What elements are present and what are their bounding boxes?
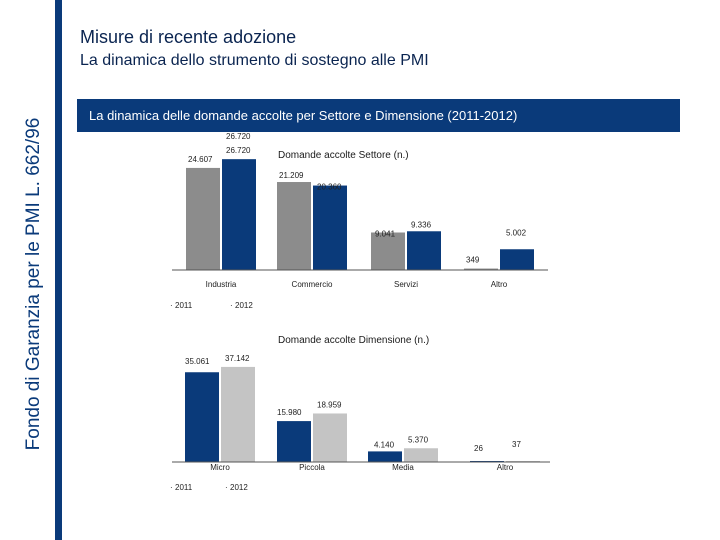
category-label: Micro: [210, 463, 230, 472]
data-label: 4.140: [374, 440, 395, 449]
category-label: Altro: [491, 280, 508, 289]
legend-label: 2012: [230, 483, 248, 492]
data-label: 18.959: [317, 400, 342, 409]
page-subtitle: La dinamica dello strumento di sostegno …: [80, 52, 429, 69]
bar-2012-media: [404, 448, 438, 462]
bar-2012-micro: [221, 366, 255, 462]
legend-marker: ·: [170, 483, 173, 492]
category-label: Servizi: [394, 280, 418, 289]
chart-title: Domande accolte Settore (n.): [278, 150, 409, 161]
section-banner: La dinamica delle domande accolte per Se…: [77, 99, 680, 132]
bar-2012-commercio: [313, 185, 347, 270]
bar-2011-industria: [186, 167, 220, 270]
data-label: 15.980: [277, 408, 302, 417]
data-label: 20.360: [317, 183, 342, 192]
sidebar: Fondo di Garanzia per le PMI L. 662/96: [0, 0, 62, 540]
bar-2011-altro: [464, 268, 498, 270]
data-label: 37.142: [225, 354, 250, 363]
category-label: Media: [392, 463, 414, 472]
chart-title: Domande accolte Dimensione (n.): [278, 335, 429, 346]
legend-label: 2012: [235, 301, 253, 310]
bar-2012-servizi: [407, 231, 441, 270]
legend-marker: ·: [170, 301, 173, 310]
data-label: 349: [466, 256, 480, 265]
data-label: 5.002: [506, 228, 527, 237]
bar-2012-altro: [500, 249, 534, 270]
legend-marker: ·: [225, 483, 228, 492]
sidebar-accent-bar: [55, 0, 62, 540]
bar-2011-piccola: [277, 421, 311, 462]
category-label: Industria: [206, 280, 237, 289]
data-label: 9.041: [375, 229, 396, 238]
data-label: 35.061: [185, 357, 210, 366]
bar-2012-industria: [222, 159, 256, 270]
extra-data-label: 26.720: [226, 132, 251, 141]
data-label: 9.336: [411, 220, 432, 229]
chart-dimensione: Domande accolte Dimensione (n.) 35.061 37.…: [170, 335, 550, 492]
bar-2011-media: [368, 451, 402, 462]
bar-2012-piccola: [313, 413, 347, 462]
category-label: Commercio: [292, 280, 333, 289]
bar-2011-commercio: [277, 182, 311, 270]
data-label: 26.720: [226, 146, 251, 155]
legend-label: 2011: [175, 483, 193, 492]
page-title: Misure di recente adozione: [80, 27, 297, 47]
category-label: Altro: [497, 463, 514, 472]
data-label: 21.209: [279, 171, 304, 180]
chart-settore: Domande accolte Settore (n.) 24.607 26.720…: [170, 132, 548, 310]
bar-2011-micro: [185, 372, 219, 462]
data-label: 37: [512, 440, 521, 449]
data-label: 5.370: [408, 435, 429, 444]
bar-2011-servizi: [371, 232, 405, 270]
legend-marker: ·: [230, 301, 233, 310]
data-label: 24.607: [188, 155, 213, 164]
legend-label: 2011: [175, 301, 193, 310]
data-label: 26: [474, 444, 483, 453]
category-label: Piccola: [299, 463, 325, 472]
